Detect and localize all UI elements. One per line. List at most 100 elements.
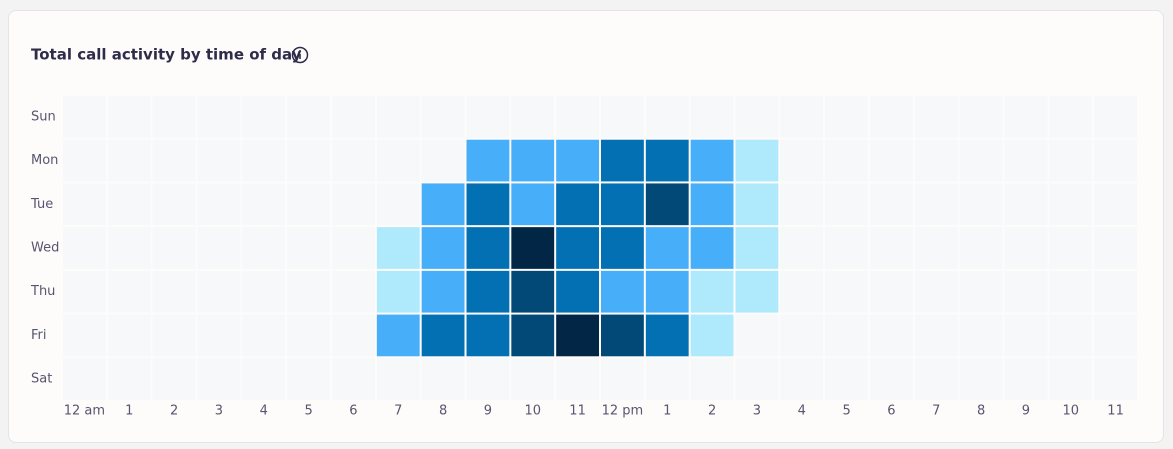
heat-cell — [914, 139, 958, 182]
heat-cell — [690, 358, 734, 400]
heat-cell — [197, 183, 241, 226]
heat-cell — [332, 358, 375, 400]
heat-cell — [690, 270, 734, 313]
heat-cell — [511, 183, 555, 226]
heat-cell — [466, 358, 510, 400]
x-tick-label: 8 — [977, 404, 985, 419]
x-tick-label: 4 — [798, 404, 806, 419]
heat-cell — [466, 183, 510, 226]
heat-cell — [825, 358, 868, 400]
heat-cell — [825, 270, 868, 313]
heat-cell — [1094, 183, 1137, 226]
heat-cell — [152, 358, 196, 400]
heat-cell — [645, 227, 689, 269]
heat-cell — [511, 227, 555, 269]
heat-cell — [1004, 96, 1048, 138]
heat-cell — [825, 139, 868, 182]
heat-cell — [780, 270, 824, 313]
heat-cell — [466, 227, 510, 269]
heat-cell — [735, 270, 779, 313]
heat-cell — [287, 139, 330, 182]
x-tick-label: 9 — [1022, 404, 1030, 419]
heat-cell — [152, 270, 196, 313]
heat-cell — [1049, 314, 1093, 357]
heat-cell — [1004, 227, 1048, 269]
y-tick-label: Mon — [31, 153, 58, 168]
y-tick-label: Tue — [30, 197, 53, 212]
heat-cell — [242, 139, 286, 182]
x-tick-label: 3 — [215, 404, 223, 419]
heat-cell — [1049, 139, 1093, 182]
heat-cell — [197, 96, 241, 138]
heat-cell — [421, 358, 465, 400]
heat-cell — [556, 96, 599, 138]
x-tick-label: 5 — [842, 404, 850, 419]
heat-cell — [63, 227, 106, 269]
heat-cell — [287, 227, 330, 269]
heat-cell — [287, 270, 330, 313]
heat-cell — [645, 314, 689, 357]
heat-cell — [959, 183, 1003, 226]
heat-cell — [1004, 314, 1048, 357]
heat-cell — [870, 227, 913, 269]
heat-cell — [332, 314, 375, 357]
heat-cell — [242, 183, 286, 226]
x-tick-label: 12 pm — [602, 404, 644, 419]
heat-cell — [197, 139, 241, 182]
heat-cell — [780, 139, 824, 182]
heat-cell — [735, 314, 779, 357]
heat-cell — [959, 314, 1003, 357]
heat-cell — [107, 270, 151, 313]
heat-cell — [914, 314, 958, 357]
heat-cell — [1094, 270, 1137, 313]
heat-cell — [780, 183, 824, 226]
y-tick-label: Wed — [31, 241, 59, 256]
heat-cell — [556, 314, 599, 357]
heat-cell — [421, 270, 465, 313]
heat-cell — [959, 358, 1003, 400]
heat-cell — [1094, 358, 1137, 400]
x-tick-label: 1 — [125, 404, 133, 419]
heat-cell — [152, 183, 196, 226]
heat-cell — [780, 314, 824, 357]
heat-cell — [914, 96, 958, 138]
heat-cell — [870, 139, 913, 182]
heat-cell — [601, 139, 644, 182]
heat-cell — [242, 358, 286, 400]
heat-cell — [780, 96, 824, 138]
heat-cell — [1004, 358, 1048, 400]
heat-cell — [825, 96, 868, 138]
heat-cell — [1004, 183, 1048, 226]
x-tick-label: 9 — [484, 404, 492, 419]
heat-cell — [1094, 96, 1137, 138]
heat-cell — [152, 139, 196, 182]
heat-cell — [601, 358, 644, 400]
heat-cell — [690, 96, 734, 138]
heat-cell — [556, 139, 599, 182]
heat-cell — [466, 270, 510, 313]
chart-title: Total call activity by time of day — [31, 46, 302, 64]
x-tick-label: 4 — [260, 404, 268, 419]
heat-cell — [870, 358, 913, 400]
info-icon[interactable] — [291, 46, 309, 64]
heat-cell — [780, 227, 824, 269]
heat-cell — [870, 96, 913, 138]
heat-cell — [959, 227, 1003, 269]
heat-cell — [601, 270, 644, 313]
heat-cell — [735, 139, 779, 182]
info-dot[interactable] — [299, 50, 301, 52]
heat-cell — [914, 270, 958, 313]
x-tick-label: 5 — [304, 404, 312, 419]
heat-cell — [63, 139, 106, 182]
heat-cell — [332, 139, 375, 182]
heat-cell — [421, 139, 465, 182]
heat-cell — [421, 314, 465, 357]
heat-cell — [1049, 96, 1093, 138]
info-circle[interactable] — [291, 46, 309, 64]
x-tick-label: 8 — [439, 404, 447, 419]
heat-cell — [63, 358, 106, 400]
heat-cell — [332, 227, 375, 269]
heat-cell — [690, 227, 734, 269]
heat-cell — [107, 183, 151, 226]
